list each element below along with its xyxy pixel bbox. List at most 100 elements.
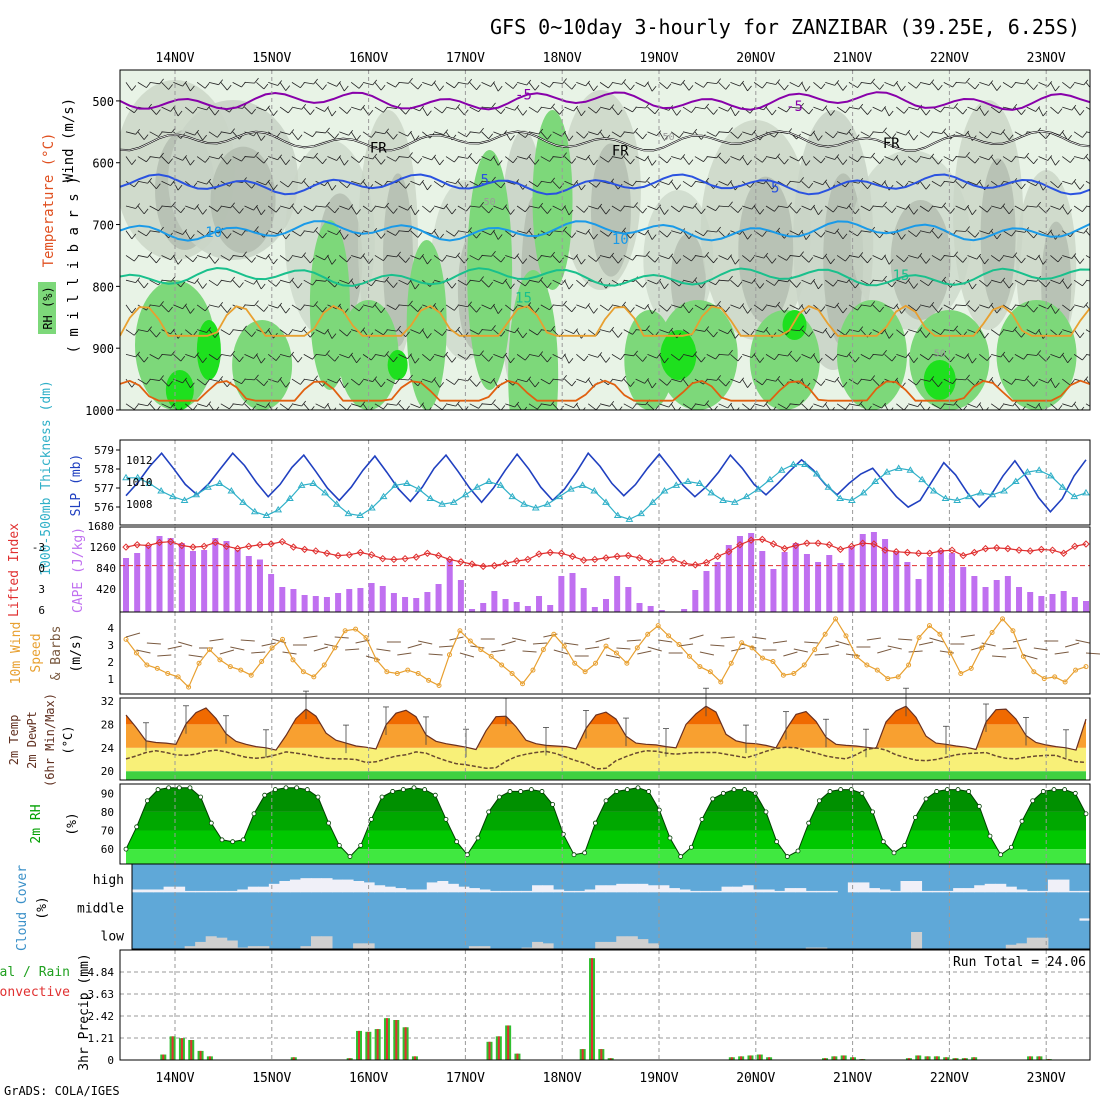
- wind-barb: [647, 403, 655, 410]
- wind-barb: [967, 205, 973, 215]
- wind-barb-flag: [439, 159, 444, 166]
- wind-barb: [528, 403, 538, 410]
- wind-barb-flag: [1011, 305, 1016, 311]
- wind-barb: [362, 304, 373, 308]
- wind-barb-flag: [774, 206, 779, 212]
- wind-barb: [860, 156, 871, 159]
- wind-barb-flag: [1071, 104, 1077, 111]
- wind-barb-flag: [632, 254, 637, 261]
- rh-darkgrey-region: [980, 158, 1016, 312]
- wind-barb-flag: [380, 233, 386, 239]
- cloud-bar: [468, 946, 480, 949]
- cloud-bar: [268, 883, 280, 893]
- rh-saturated-region: [165, 370, 194, 410]
- wind-barb-flag: [971, 357, 977, 364]
- wind-barb-flag: [964, 353, 970, 359]
- wind-barb: [813, 205, 819, 215]
- wind-barb-flag: [277, 376, 283, 383]
- surface-temp-contour: [120, 379, 1090, 402]
- wind-barb: [421, 255, 428, 265]
- wind-barb: [919, 279, 929, 287]
- lifted-index-marker: [613, 552, 621, 561]
- wind-barb: [256, 180, 266, 186]
- wind-barb: [338, 378, 345, 388]
- wind-barb-flag: [135, 351, 140, 358]
- wind-barb: [386, 329, 397, 332]
- cloud-bar: [900, 881, 912, 893]
- wind-barb: [256, 304, 265, 312]
- wind-barb-flag: [854, 282, 860, 289]
- wind-barb: [670, 403, 676, 410]
- wind-barb: [184, 156, 191, 166]
- wind-barb: [469, 353, 480, 357]
- wind-barb-flag: [941, 350, 947, 357]
- wind-barb-flag: [984, 110, 989, 116]
- wind-barb: [623, 106, 633, 113]
- surface-wind-barb: [626, 639, 641, 642]
- wind-barb: [860, 403, 867, 410]
- wind-barb: [552, 81, 563, 84]
- wind-barb: [184, 378, 191, 388]
- wind-barb-flag: [170, 106, 175, 112]
- wind-barb: [872, 131, 883, 134]
- wind-barb-flag: [608, 231, 613, 237]
- wind-barb: [327, 329, 333, 339]
- wind-barb: [1038, 156, 1048, 161]
- rh2m-unit-label: (%): [65, 812, 80, 835]
- surface-wind-barb: [1054, 651, 1069, 655]
- wind-barb-flag: [854, 208, 860, 215]
- wind-barb-flag: [796, 282, 801, 288]
- wind-barb-flag: [971, 209, 977, 216]
- rh-marker: [944, 787, 950, 792]
- wind-barb-flag: [297, 208, 303, 215]
- wind-barb: [789, 205, 797, 214]
- wind-barb: [813, 279, 819, 290]
- wind-barb: [433, 180, 443, 188]
- wind-barb-flag: [230, 276, 235, 283]
- wind-barb-flag: [218, 301, 224, 308]
- wind-barb: [576, 354, 585, 362]
- surface-wind-barb: [553, 649, 568, 655]
- wind-barb-flag: [1055, 308, 1060, 314]
- wind-speed-marker: [979, 645, 985, 651]
- thickness-tick-label: 578: [94, 463, 114, 476]
- temp-band-low: [126, 747, 1086, 772]
- wind-barb-flag: [818, 357, 823, 364]
- wind-barb-flag: [146, 156, 151, 163]
- wind-barb-flag: [277, 302, 283, 309]
- wind-barb: [339, 329, 348, 337]
- rh-marker: [518, 789, 524, 794]
- wind-barb-flag: [822, 253, 828, 260]
- wind-barb-flag: [734, 258, 740, 265]
- wind-barb: [481, 156, 491, 162]
- wind-barb: [588, 205, 598, 210]
- bottom-date-label: 22NOV: [930, 1071, 969, 1086]
- wind-barb-flag: [476, 158, 481, 165]
- wind-barb-flag: [407, 353, 412, 359]
- wind-barb: [576, 181, 582, 191]
- wind-barb: [268, 156, 278, 161]
- surface-wind-barb: [898, 638, 913, 641]
- wind-barb: [919, 329, 927, 338]
- wind-barb-flag: [775, 79, 781, 85]
- wind-barb-flag: [725, 158, 731, 164]
- rh-band-high: [126, 787, 1086, 812]
- wind-barb: [967, 230, 976, 238]
- rh-marker: [1030, 798, 1036, 804]
- cloud-bar: [1079, 918, 1091, 921]
- wind-barb: [801, 279, 811, 285]
- wind-barb-flag: [301, 400, 307, 407]
- wind-barb-flag: [360, 179, 366, 185]
- wind-barb: [1050, 180, 1059, 189]
- wind-barb-flag: [229, 255, 234, 261]
- wind-barb: [659, 230, 668, 238]
- rh-marker: [582, 850, 588, 856]
- wind-barb: [185, 353, 195, 359]
- cloud-bar: [184, 890, 196, 893]
- thickness-marker: [1035, 466, 1044, 473]
- wind-barb: [576, 131, 585, 139]
- surface-wind-barb: [428, 653, 443, 656]
- wind-barb: [410, 279, 416, 290]
- wind-barb: [919, 230, 930, 234]
- wind-barb-flag: [510, 357, 515, 364]
